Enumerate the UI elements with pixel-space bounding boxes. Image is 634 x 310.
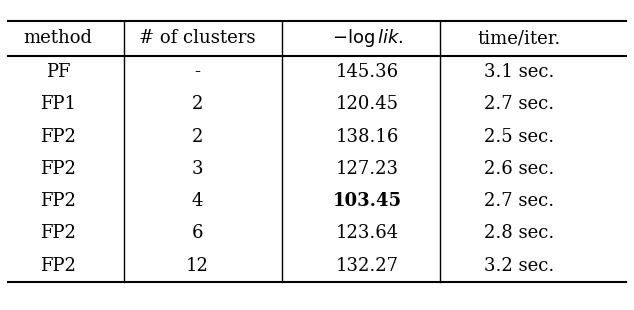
Text: 103.45: 103.45 [333,192,402,210]
Text: -: - [194,63,200,81]
Text: FP1: FP1 [40,95,76,113]
Text: 132.27: 132.27 [336,257,399,275]
Text: 12: 12 [186,257,209,275]
Text: 145.36: 145.36 [336,63,399,81]
Text: 2: 2 [191,95,203,113]
Text: 123.64: 123.64 [336,224,399,242]
Text: FP2: FP2 [41,257,76,275]
Text: FP2: FP2 [41,192,76,210]
Text: 2.6 sec.: 2.6 sec. [484,160,554,178]
Text: FP2: FP2 [41,160,76,178]
Text: 2: 2 [191,128,203,146]
Text: method: method [23,29,93,47]
Text: time/iter.: time/iter. [477,29,560,47]
Text: 6: 6 [191,224,203,242]
Text: 3.2 sec.: 3.2 sec. [484,257,554,275]
Text: 2.7 sec.: 2.7 sec. [484,95,554,113]
Text: 4: 4 [191,192,203,210]
Text: $-\log\mathit{lik}.$: $-\log\mathit{lik}.$ [332,27,403,49]
Text: PF: PF [46,63,70,81]
Text: FP2: FP2 [41,224,76,242]
Text: 2.5 sec.: 2.5 sec. [484,128,554,146]
Text: 2.7 sec.: 2.7 sec. [484,192,554,210]
Text: # of clusters: # of clusters [139,29,256,47]
Text: 138.16: 138.16 [336,128,399,146]
Text: 2.8 sec.: 2.8 sec. [484,224,554,242]
Text: FP2: FP2 [41,128,76,146]
Text: 3: 3 [191,160,203,178]
Text: 127.23: 127.23 [336,160,399,178]
Text: 120.45: 120.45 [336,95,399,113]
Text: 3.1 sec.: 3.1 sec. [484,63,554,81]
